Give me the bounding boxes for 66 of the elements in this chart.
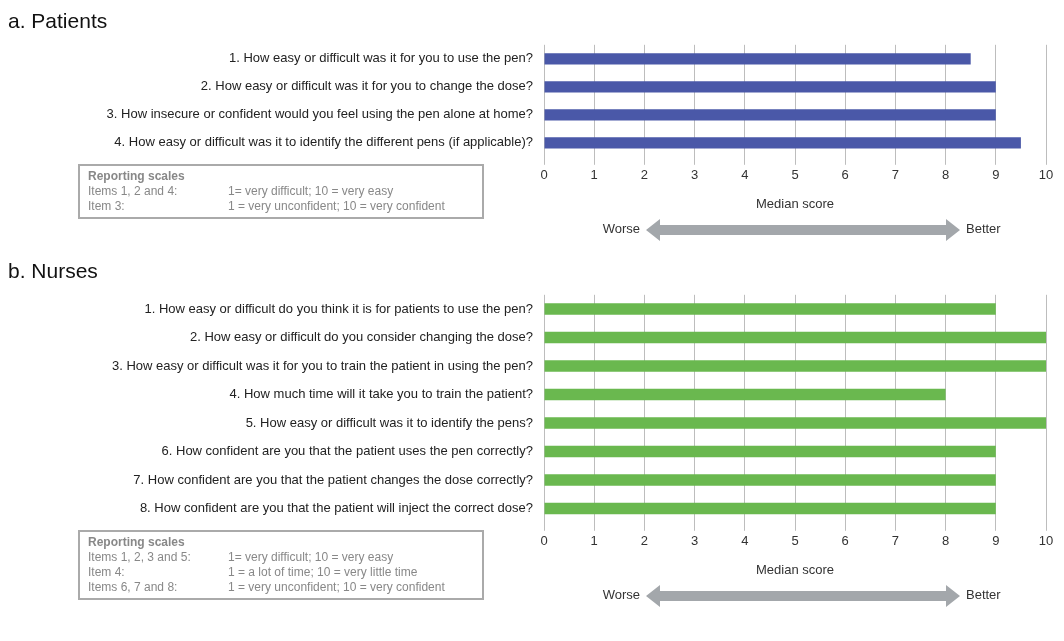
text: Items 6, 7 and 8: (88, 580, 179, 595)
x-tick-label: 4 (741, 167, 749, 183)
x-tick-label: 1 (590, 167, 598, 183)
text: Items 1, 2 and 4: (88, 184, 179, 199)
bar (544, 502, 996, 515)
text: Item 4: (88, 565, 126, 580)
y-tick-label: 2. How easy or difficult was it for you to change the dose? (200, 78, 533, 94)
text: Better (966, 221, 1001, 236)
text: Worse (602, 221, 640, 236)
text: Worse (602, 587, 640, 602)
y-tick-label: 4. How much time will it take you to train the patient? (229, 386, 533, 402)
text: 1= very difficult; 10 = very easy (228, 550, 394, 565)
x-tick-label: 3 (690, 167, 699, 183)
y-tick-label: 2. How easy or difficult do you consider changing the dose? (189, 329, 533, 345)
x-axis-title: Median score (755, 195, 835, 211)
bar (544, 53, 971, 65)
y-tick-label: 6. How confident are you that the patient uses the pen correctly? (161, 443, 533, 459)
x-tick-label: 0 (540, 533, 548, 549)
x-tick-label: 7 (891, 533, 900, 549)
y-tick-label: 3. How insecure or confident would you feel using the pen alone at home? (106, 106, 533, 122)
text: Item 3: (88, 199, 126, 214)
text: b. Nurses (8, 258, 99, 284)
y-tick-label: 8. How confident are you that the patient will inject the correct dose? (139, 500, 533, 516)
bar (544, 331, 1046, 344)
x-tick-label: 2 (640, 533, 649, 549)
text: Items 1, 2, 3 and 5: (88, 550, 192, 565)
x-tick-label: 7 (891, 167, 900, 183)
x-tick-label: 8 (941, 167, 950, 183)
bar (544, 137, 1021, 149)
x-tick-label: 6 (841, 533, 849, 549)
x-tick-label: 1 (590, 533, 598, 549)
text: Reporting scales (88, 169, 186, 184)
x-tick-label: 5 (791, 533, 799, 549)
bar (544, 109, 996, 121)
text: a. Patients (8, 8, 109, 34)
y-tick-label: 3. How easy or difficult was it for you to train the patient in using the pen? (111, 357, 533, 373)
x-tick-label: 2 (640, 167, 649, 183)
x-tick-label: 6 (841, 167, 849, 183)
text: 1 = very unconfident; 10 = very confident (228, 580, 445, 595)
bar (544, 474, 996, 486)
x-axis-title: Median score (755, 561, 835, 577)
x-tick-label: 0 (540, 167, 548, 183)
bar (544, 445, 996, 458)
y-tick-label: 4. How easy or difficult was it to identify the different pens (if applicable)? (114, 134, 533, 150)
x-tick-label: 5 (791, 167, 799, 183)
x-tick-label: 8 (941, 533, 950, 549)
bar (544, 81, 996, 93)
x-tick-label: 10 (1038, 533, 1054, 549)
x-tick-label: 9 (992, 167, 1000, 183)
x-tick-label: 4 (741, 533, 749, 549)
x-tick-label: 3 (690, 533, 699, 549)
bar (544, 388, 946, 401)
x-tick-label: 9 (992, 533, 1000, 549)
bar (544, 360, 1046, 372)
text: Reporting scales (88, 535, 186, 550)
bar (544, 303, 996, 315)
y-tick-label: 1. How easy or difficult do you think it is for patients to use the pen? (144, 300, 533, 316)
y-tick-label: 5. How easy or difficult was it to identify the pens? (245, 414, 533, 430)
bar (544, 417, 1046, 429)
y-tick-label: 1. How easy or difficult was it for you to use the pen? (229, 50, 533, 66)
x-tick-label: 10 (1038, 167, 1054, 183)
text: 1= very difficult; 10 = very easy (228, 184, 394, 199)
text: 1 = very unconfident; 10 = very confident (228, 199, 445, 214)
text: 1 = a lot of time; 10 = very little time (228, 565, 418, 580)
y-tick-label: 7. How confident are you that the patient changes the dose correctly? (133, 471, 533, 487)
text: Better (966, 587, 1001, 602)
